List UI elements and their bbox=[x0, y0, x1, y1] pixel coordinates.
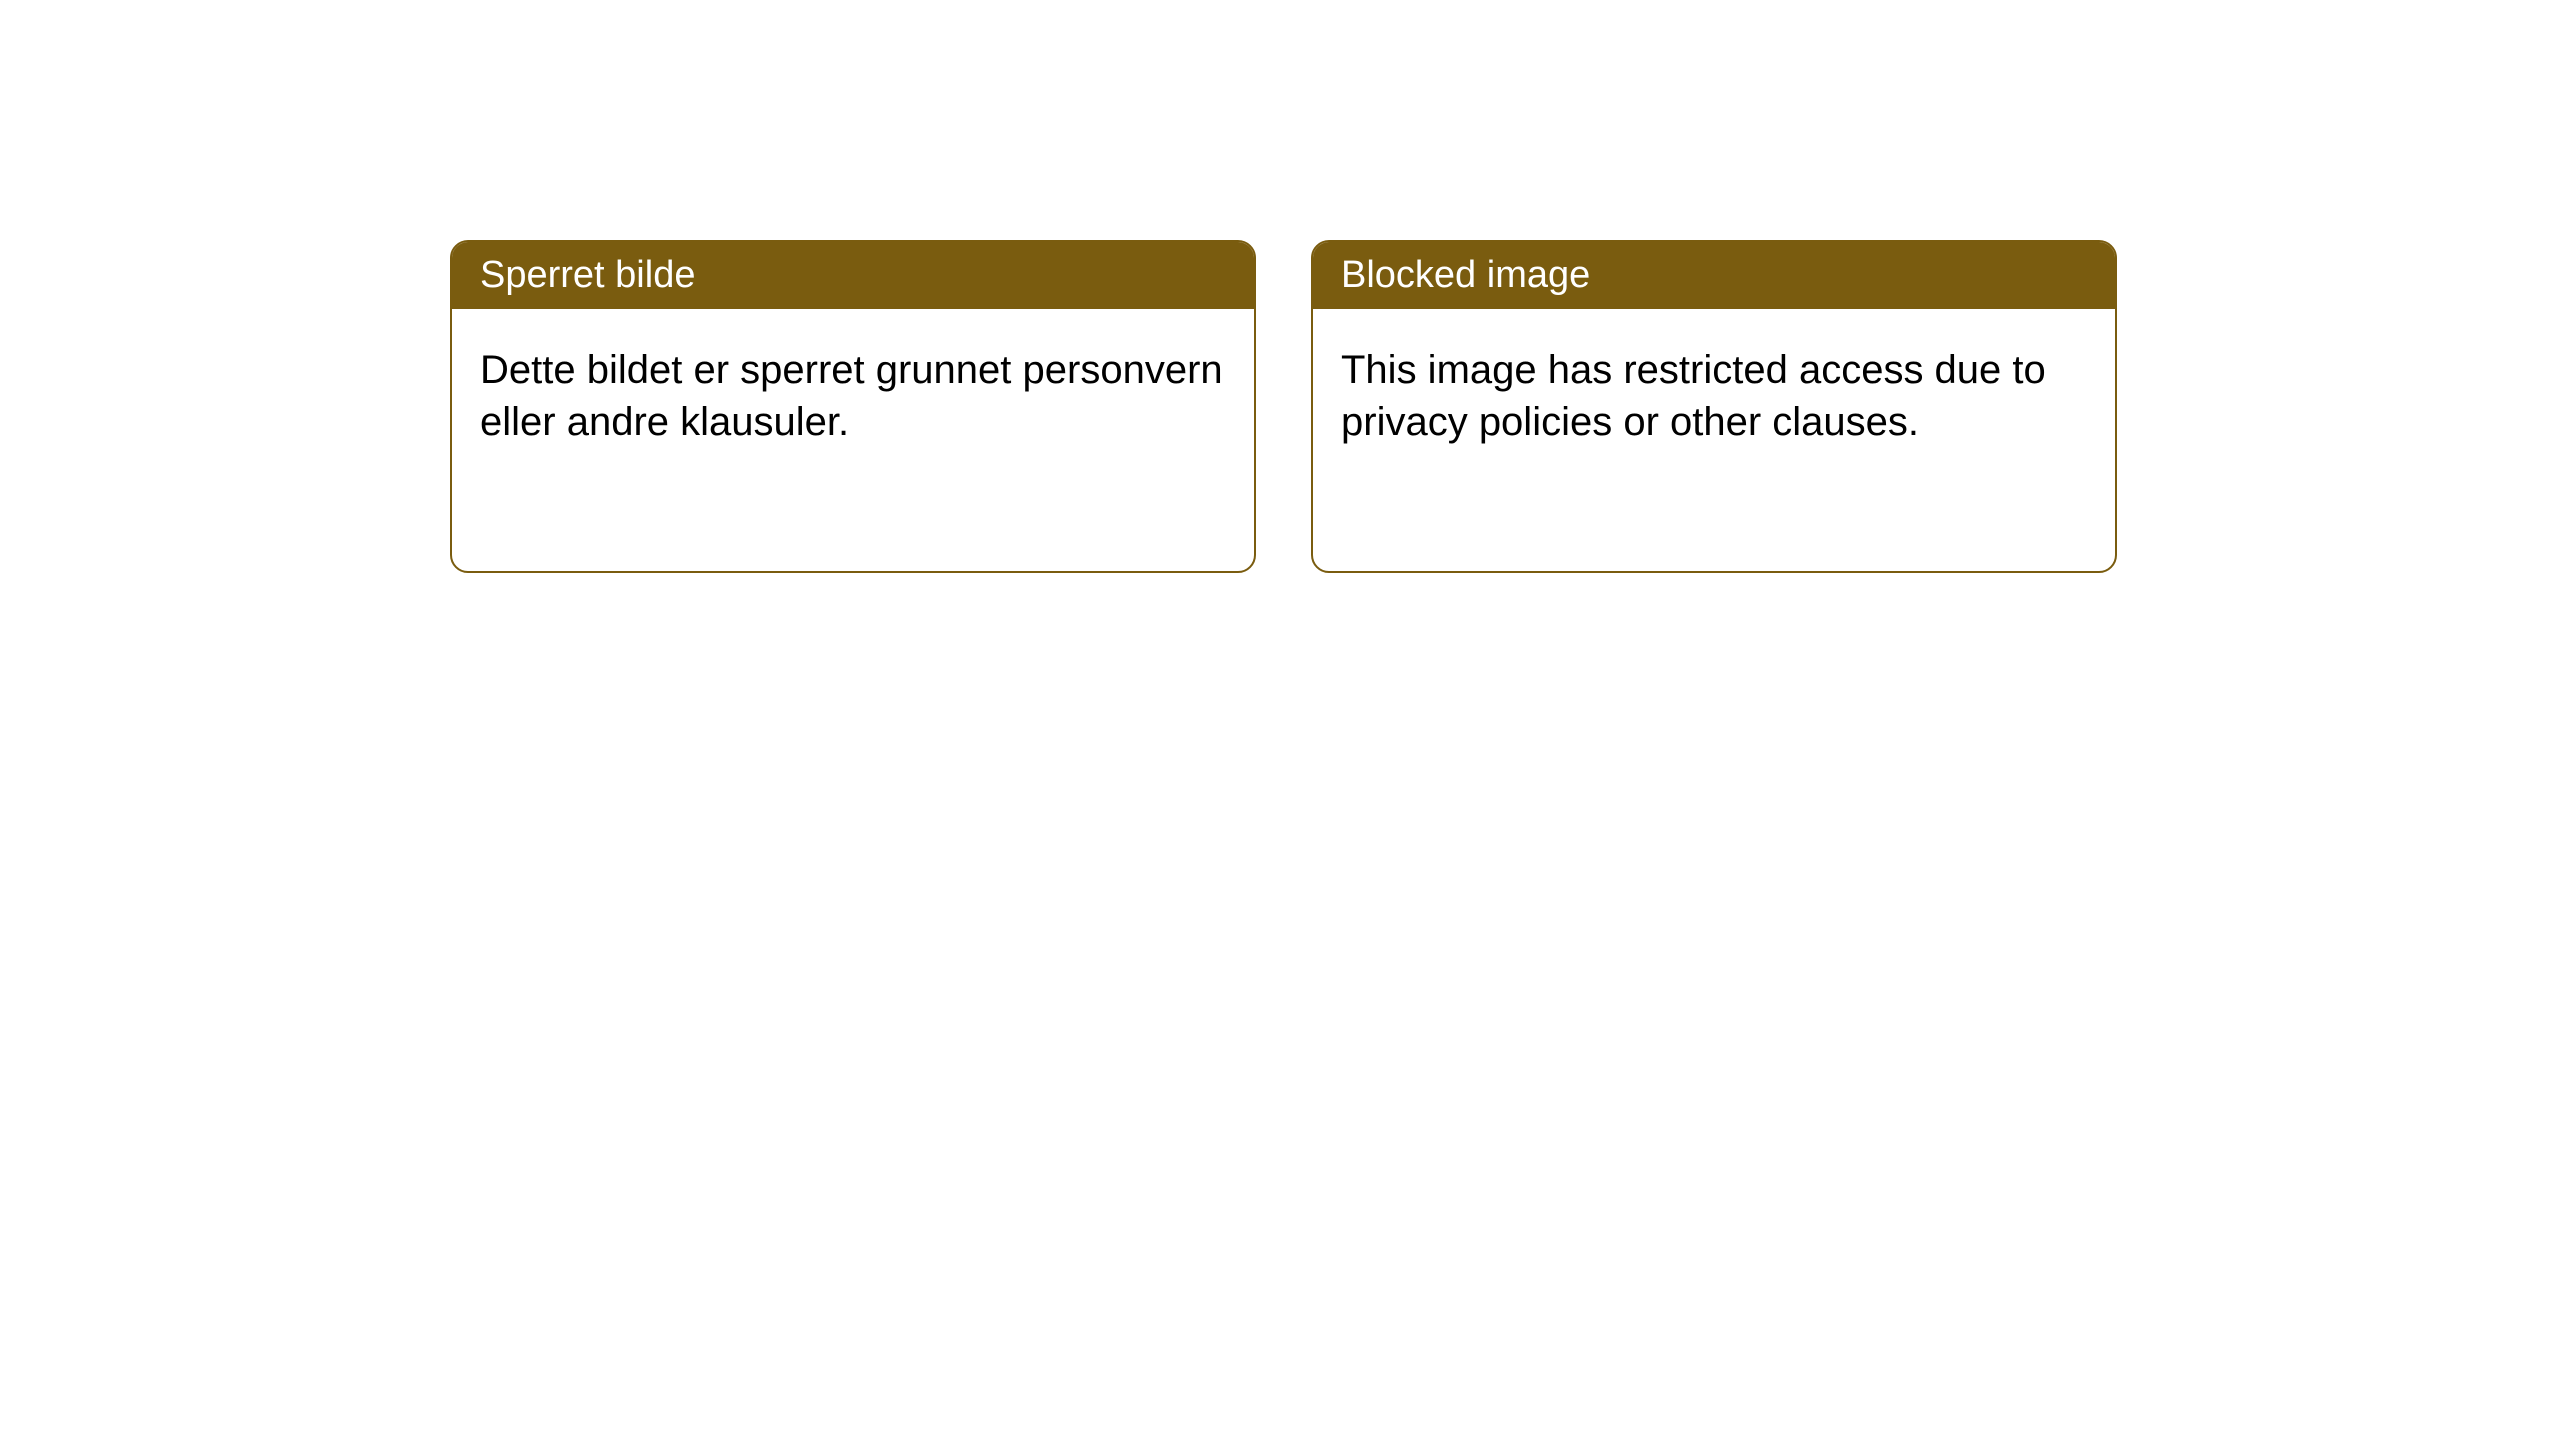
notice-cards-container: Sperret bilde Dette bildet er sperret gr… bbox=[450, 240, 2117, 573]
card-body: Dette bildet er sperret grunnet personve… bbox=[452, 309, 1254, 483]
notice-card-norwegian: Sperret bilde Dette bildet er sperret gr… bbox=[450, 240, 1256, 573]
card-body: This image has restricted access due to … bbox=[1313, 309, 2115, 483]
card-title: Blocked image bbox=[1341, 254, 1590, 296]
card-title: Sperret bilde bbox=[480, 254, 695, 296]
card-body-text: This image has restricted access due to … bbox=[1341, 348, 2046, 444]
card-header: Blocked image bbox=[1313, 242, 2115, 309]
card-body-text: Dette bildet er sperret grunnet personve… bbox=[480, 348, 1223, 444]
card-header: Sperret bilde bbox=[452, 242, 1254, 309]
notice-card-english: Blocked image This image has restricted … bbox=[1311, 240, 2117, 573]
